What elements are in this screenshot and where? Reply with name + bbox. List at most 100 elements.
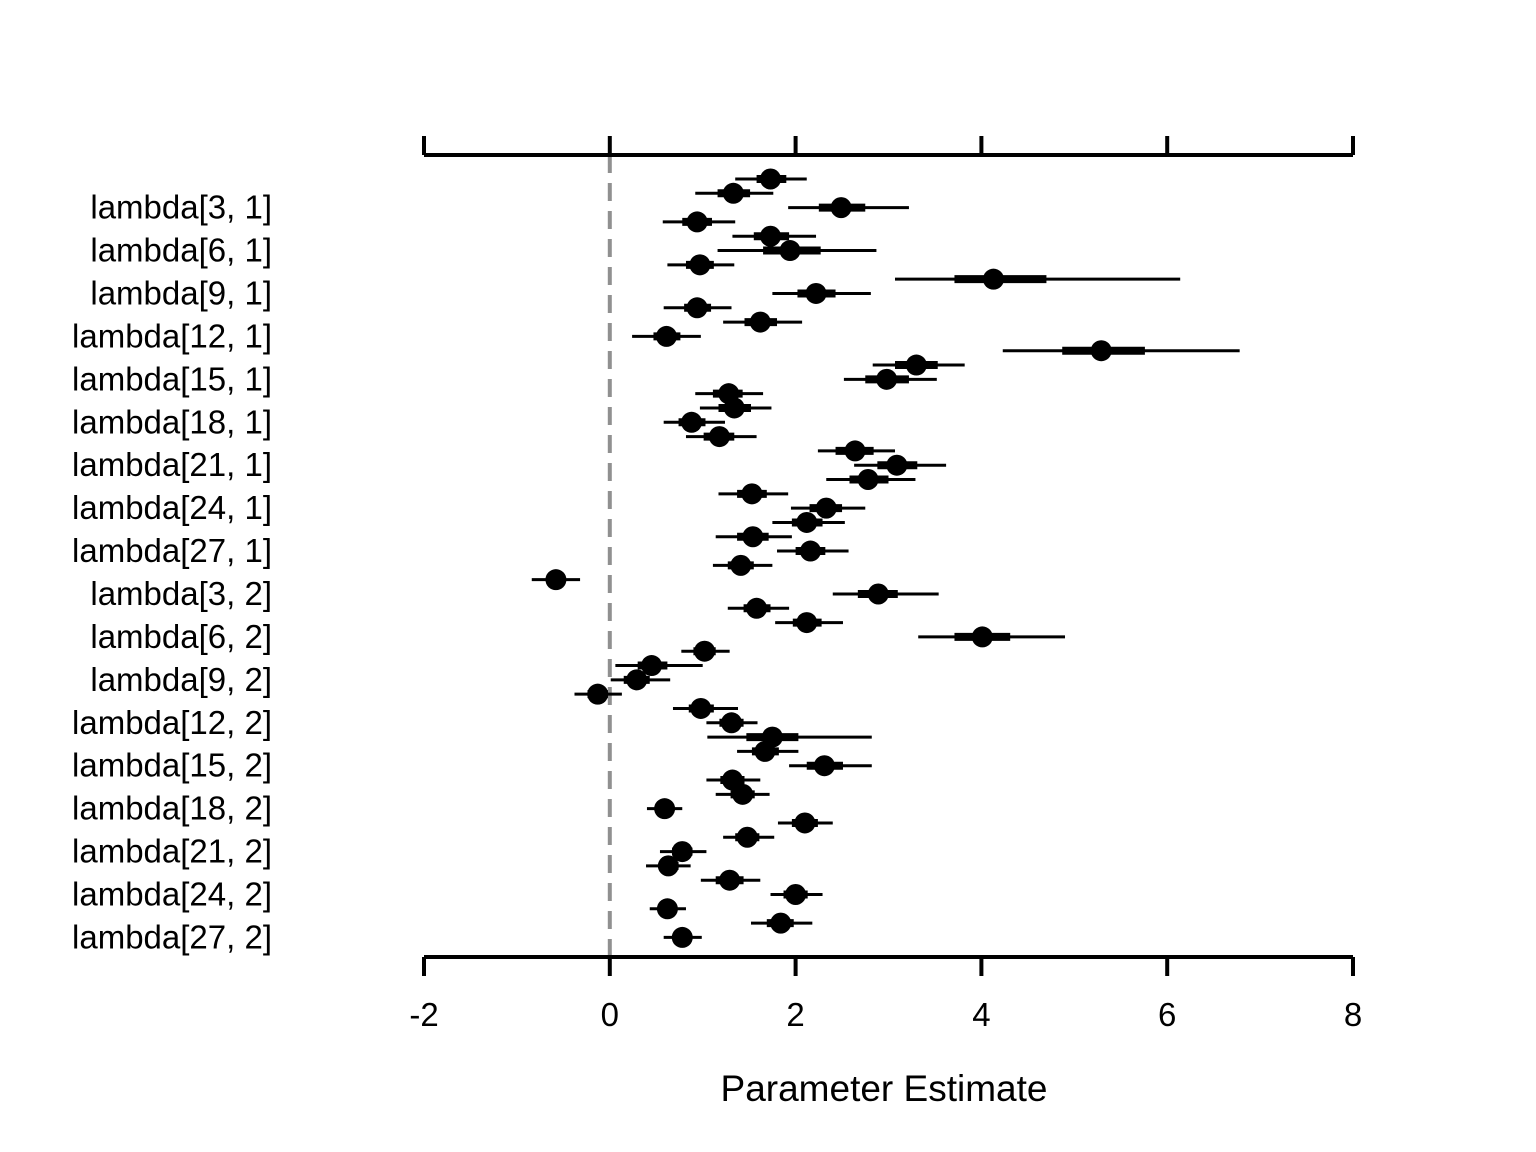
parameter-interval xyxy=(872,354,965,376)
parameter-interval xyxy=(685,426,757,448)
parameter-interval xyxy=(663,297,732,319)
point-estimate xyxy=(681,411,703,433)
point-estimate xyxy=(779,240,801,262)
parameter-interval xyxy=(649,898,686,920)
point-estimate xyxy=(1090,340,1112,362)
point-estimate xyxy=(545,569,567,591)
y-tick-label: lambda[27, 2] xyxy=(72,918,272,955)
parameter-interval xyxy=(706,769,761,791)
interval-marks xyxy=(531,168,1240,948)
point-estimate xyxy=(886,454,908,476)
point-estimate xyxy=(844,440,866,462)
parameter-interval xyxy=(672,697,739,719)
point-estimate xyxy=(794,812,816,834)
parameter-interval xyxy=(843,368,937,390)
point-estimate xyxy=(905,354,927,376)
parameter-interval xyxy=(770,884,823,905)
y-tick-label: lambda[3, 1] xyxy=(90,189,272,226)
parameter-interval xyxy=(723,311,803,333)
parameter-interval xyxy=(662,211,736,233)
y-tick-label: lambda[27, 1] xyxy=(72,532,272,569)
y-tick-label: lambda[15, 1] xyxy=(72,360,272,397)
point-estimate xyxy=(857,469,879,491)
point-estimate xyxy=(971,626,993,648)
parameter-interval xyxy=(895,268,1181,290)
parameter-interval xyxy=(777,812,833,834)
point-estimate xyxy=(799,540,821,562)
y-tick-label: lambda[21, 2] xyxy=(72,833,272,870)
parameter-interval xyxy=(715,526,792,548)
point-estimate xyxy=(876,368,898,390)
parameter-interval xyxy=(775,612,843,634)
parameter-interval xyxy=(854,454,947,476)
parameter-interval xyxy=(646,855,691,877)
parameter-interval xyxy=(659,841,707,863)
y-tick-label: lambda[6, 2] xyxy=(90,618,272,655)
point-estimate xyxy=(720,712,742,734)
y-tick-label: lambda[9, 1] xyxy=(90,274,272,311)
parameter-interval xyxy=(735,168,807,190)
parameter-interval xyxy=(646,798,683,820)
parameter-interval xyxy=(832,583,939,605)
y-tick-label: lambda[18, 1] xyxy=(72,403,272,440)
x-tick-label: -2 xyxy=(409,996,438,1033)
parameter-interval xyxy=(667,254,735,276)
parameter-interval xyxy=(718,483,789,505)
x-tick-label: 6 xyxy=(1158,996,1176,1033)
point-estimate xyxy=(587,683,609,705)
point-estimate xyxy=(657,855,679,877)
point-estimate xyxy=(830,197,852,219)
parameter-interval xyxy=(706,712,758,734)
parameter-interval xyxy=(737,740,799,762)
point-estimate xyxy=(749,311,771,333)
parameter-interval xyxy=(817,440,896,462)
x-tick-label: 8 xyxy=(1344,996,1362,1033)
point-estimate xyxy=(641,655,663,677)
parameter-interval xyxy=(727,597,790,619)
y-tick-label: lambda[9, 2] xyxy=(90,661,272,698)
parameter-interval xyxy=(751,912,813,934)
axes-group: -2 0 2 4 6 8 xyxy=(409,136,1362,1033)
x-tick-label: 0 xyxy=(601,996,619,1033)
parameter-interval xyxy=(712,554,773,576)
y-tick-label: lambda[24, 2] xyxy=(72,876,272,913)
point-estimate xyxy=(671,841,693,863)
point-estimate xyxy=(671,926,693,948)
point-estimate xyxy=(708,426,730,448)
parameter-interval xyxy=(681,640,730,662)
parameter-interval xyxy=(715,783,770,805)
parameter-interval xyxy=(574,683,622,705)
y-tick-label: lambda[3, 2] xyxy=(90,575,272,612)
point-estimate xyxy=(754,740,776,762)
point-estimate xyxy=(742,526,764,548)
point-estimate xyxy=(719,869,741,891)
point-estimate xyxy=(741,483,763,505)
point-estimate xyxy=(813,755,835,777)
point-estimate xyxy=(785,884,807,905)
point-estimate xyxy=(760,168,782,190)
y-tick-label: lambda[18, 2] xyxy=(72,790,272,827)
parameter-interval xyxy=(700,869,761,891)
point-estimate xyxy=(760,225,782,247)
parameter-interval xyxy=(732,225,817,247)
point-estimate xyxy=(746,597,768,619)
point-estimate xyxy=(722,182,744,204)
y-tick-labels: lambda[3, 1] lambda[6, 1] lambda[9, 1] lamb… xyxy=(72,189,272,956)
parameter-interval xyxy=(695,182,774,204)
point-estimate xyxy=(982,268,1004,290)
point-estimate xyxy=(867,583,889,605)
y-tick-label: lambda[12, 2] xyxy=(72,704,272,741)
point-estimate xyxy=(626,669,648,691)
point-estimate xyxy=(694,640,716,662)
parameter-interval xyxy=(788,197,909,219)
point-estimate xyxy=(732,783,754,805)
point-estimate xyxy=(689,254,711,276)
x-axis-label: Parameter Estimate xyxy=(721,1068,1048,1109)
point-estimate xyxy=(770,912,792,934)
y-tick-label: lambda[6, 1] xyxy=(90,232,272,269)
point-estimate xyxy=(730,554,752,576)
parameter-interval xyxy=(717,240,877,262)
parameter-interval xyxy=(723,826,775,848)
parameter-interval xyxy=(695,383,764,405)
parameter-interval xyxy=(615,655,703,677)
